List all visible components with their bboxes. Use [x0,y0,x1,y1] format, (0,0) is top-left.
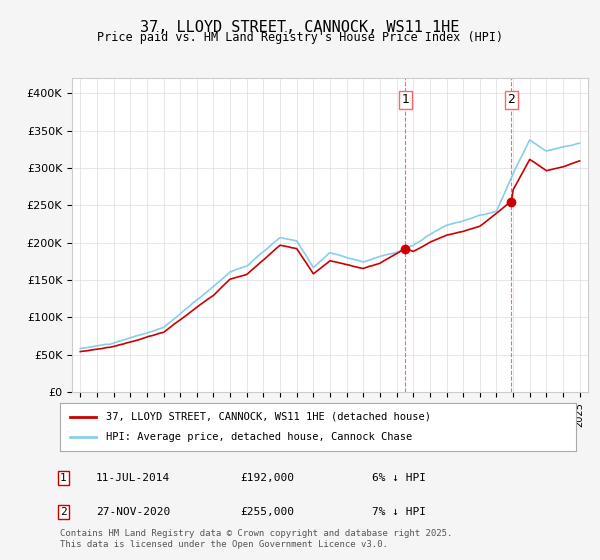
Text: £192,000: £192,000 [240,473,294,483]
Text: 1: 1 [60,473,67,483]
Text: Price paid vs. HM Land Registry's House Price Index (HPI): Price paid vs. HM Land Registry's House … [97,31,503,44]
Text: 2: 2 [508,94,515,106]
Text: Contains HM Land Registry data © Crown copyright and database right 2025.
This d: Contains HM Land Registry data © Crown c… [60,529,452,549]
Text: 37, LLOYD STREET, CANNOCK, WS11 1HE (detached house): 37, LLOYD STREET, CANNOCK, WS11 1HE (det… [106,412,431,422]
Text: 7% ↓ HPI: 7% ↓ HPI [372,507,426,517]
Text: 37, LLOYD STREET, CANNOCK, WS11 1HE: 37, LLOYD STREET, CANNOCK, WS11 1HE [140,20,460,35]
Text: 27-NOV-2020: 27-NOV-2020 [96,507,170,517]
Text: £255,000: £255,000 [240,507,294,517]
Text: 6% ↓ HPI: 6% ↓ HPI [372,473,426,483]
Text: 1: 1 [401,94,409,106]
Text: HPI: Average price, detached house, Cannock Chase: HPI: Average price, detached house, Cann… [106,432,413,442]
Text: 2: 2 [60,507,67,517]
Text: 11-JUL-2014: 11-JUL-2014 [96,473,170,483]
